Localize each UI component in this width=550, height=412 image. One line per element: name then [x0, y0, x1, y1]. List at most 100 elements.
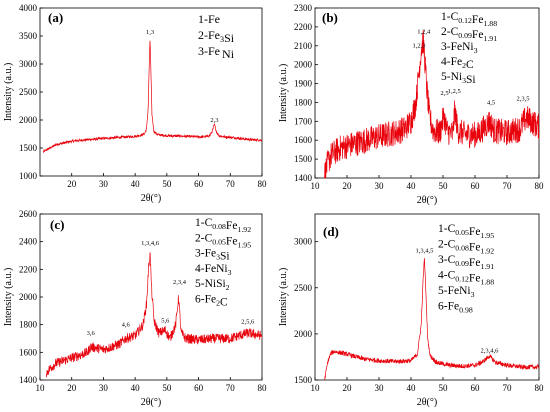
y-tick-label: 1600	[294, 135, 313, 145]
y-tick-label: 2000	[294, 329, 313, 339]
x-tick-label: 70	[226, 383, 236, 393]
x-tick-label: 10	[36, 383, 46, 393]
y-tick-label: 1000	[19, 171, 38, 181]
y-tick-label: 2000	[19, 115, 38, 125]
plot-frame	[314, 213, 540, 381]
y-tick-label: 2000	[294, 60, 313, 70]
y-tick-label: 1900	[294, 79, 313, 89]
chart-panel-3: 10 20 30 40 50 60 70 80 1400 1600 1800 2000 2200 2400…	[3, 209, 267, 408]
x-tick-label: 20	[343, 383, 353, 393]
x-tick-label: 20	[67, 383, 77, 393]
x-axis-title: 2θ(°)	[141, 397, 161, 408]
panel-label: (a)	[48, 10, 63, 25]
x-tick-label: 30	[375, 181, 385, 191]
y-tick-label: 1700	[294, 116, 313, 126]
peak-label: 1,3	[146, 29, 154, 36]
legend-entry: 2-C0.08Fe1.92	[438, 239, 494, 256]
x-tick-label: 80	[535, 383, 545, 393]
legend-entry: 2-C0.09Fe1.91	[441, 26, 497, 43]
y-axis-title: Intensity (a.u.)	[3, 268, 14, 327]
legend-entry: 3-Fe Ni	[198, 44, 235, 61]
x-tick-label: 70	[226, 179, 236, 189]
y-tick-label: 4000	[19, 3, 38, 13]
legend-entry: 2-Fe3Si	[198, 28, 235, 45]
legend-entry: 4-C0.12Fe1.88	[438, 270, 494, 287]
y-tick-label: 2000	[19, 292, 38, 302]
x-tick-label: 20	[343, 181, 353, 191]
legend-entry: 4-Fe2C	[441, 56, 474, 71]
peak-label: 2,3,4,6	[480, 347, 499, 354]
y-tick-label: 3500	[19, 31, 38, 41]
panel-label: (c)	[50, 217, 64, 232]
peak-label: 5,6	[161, 318, 170, 325]
x-tick-label: 50	[162, 179, 172, 189]
x-axis-title: 2θ(°)	[417, 397, 437, 408]
x-tick-label: 60	[194, 179, 204, 189]
legend-entry: 3-Fe3Si	[195, 248, 230, 263]
legend-entry: 3-FeNi3	[441, 41, 478, 55]
y-tick-label: 2500	[294, 283, 313, 293]
y-tick-label: 1500	[294, 154, 313, 164]
y-tick-label: 2500	[19, 87, 38, 97]
x-tick-label: 10	[311, 383, 321, 393]
x-tick-label: 80	[258, 383, 268, 393]
chart-panel-4: 10 20 30 40 50 60 70 80 1500 2000 2500 3000 2θ(°) Int…	[278, 213, 545, 408]
legend-entry: 5-Ni3Si	[441, 71, 476, 86]
x-tick-label: 60	[471, 383, 481, 393]
x-tick-label: 50	[439, 383, 449, 393]
legend-entry: 6-Fe2C	[195, 294, 228, 309]
x-axis-title: 2θ(°)	[417, 195, 437, 206]
peak-label: 1,2,5	[448, 88, 461, 95]
peak-label: 2,5	[441, 90, 449, 97]
y-tick-label: 2200	[294, 22, 313, 32]
x-tick-label: 60	[194, 383, 204, 393]
plot-frame	[314, 7, 540, 179]
y-tick-label: 2100	[294, 41, 313, 51]
x-tick-label: 40	[407, 181, 417, 191]
x-tick-label: 50	[162, 383, 172, 393]
y-axis-title: Intensity (a.u.)	[278, 268, 289, 327]
legend-entry: 1-C0.08Fe1.92	[195, 217, 251, 234]
legend-entry: 1-C0.12Fe1.88	[441, 11, 497, 28]
chart-panel-1: 20 30 40 50 60 70 80 1000 1500 2000 2500 3000 3500 40…	[3, 3, 267, 204]
peak-label: 1,2,3	[413, 43, 426, 50]
y-axis-title: Intensity (a.u.)	[3, 63, 14, 122]
peak-label: 1,3,4,5	[416, 248, 434, 255]
peak-label: 2,3,4	[173, 279, 187, 286]
legend-entry: 5-FeNi3	[438, 285, 475, 299]
y-tick-label: 1500	[294, 375, 313, 385]
peak-label: 4,5	[487, 99, 495, 106]
peak-label: 2,5,6	[241, 318, 255, 325]
legend-entry: 5-NiSi2	[195, 278, 230, 292]
x-tick-label: 40	[131, 383, 141, 393]
y-tick-label: 3000	[19, 59, 38, 69]
x-tick-label: 40	[131, 179, 141, 189]
y-tick-label: 3000	[294, 237, 313, 247]
xrd-series-line	[42, 40, 263, 154]
chart-panel-2: 10 20 30 40 50 60 70 80 1400 1500 1600 1700 1800 1900…	[278, 3, 544, 206]
peak-label: 4,6	[122, 322, 131, 329]
legend-entry: 2-C0.05Fe1.95	[195, 232, 251, 249]
x-tick-label: 10	[311, 181, 321, 191]
legend-entry: 1-Fe	[198, 12, 220, 26]
y-tick-label: 1400	[294, 173, 313, 183]
x-tick-label: 80	[258, 179, 268, 189]
x-tick-label: 70	[503, 181, 513, 191]
y-tick-label: 1800	[19, 320, 38, 330]
x-axis-title: 2θ(°)	[141, 193, 161, 204]
xrd-series-line	[324, 30, 540, 179]
x-tick-label: 40	[407, 383, 417, 393]
y-tick-label: 2300	[294, 3, 313, 13]
y-tick-label: 2600	[19, 209, 38, 219]
x-tick-label: 30	[99, 179, 109, 189]
panel-label: (b)	[322, 10, 338, 25]
x-tick-label: 80	[535, 181, 545, 191]
xrd-series-line	[324, 258, 540, 380]
xrd-series-line	[45, 252, 263, 378]
legend-entry: 4-FeNi3	[195, 263, 232, 277]
peak-label: 1,3,4,6	[141, 240, 160, 247]
panel-label: (d)	[323, 224, 339, 239]
x-tick-label: 30	[99, 383, 109, 393]
peak-label: 2,3	[210, 117, 218, 124]
y-tick-label: 2400	[19, 237, 38, 247]
